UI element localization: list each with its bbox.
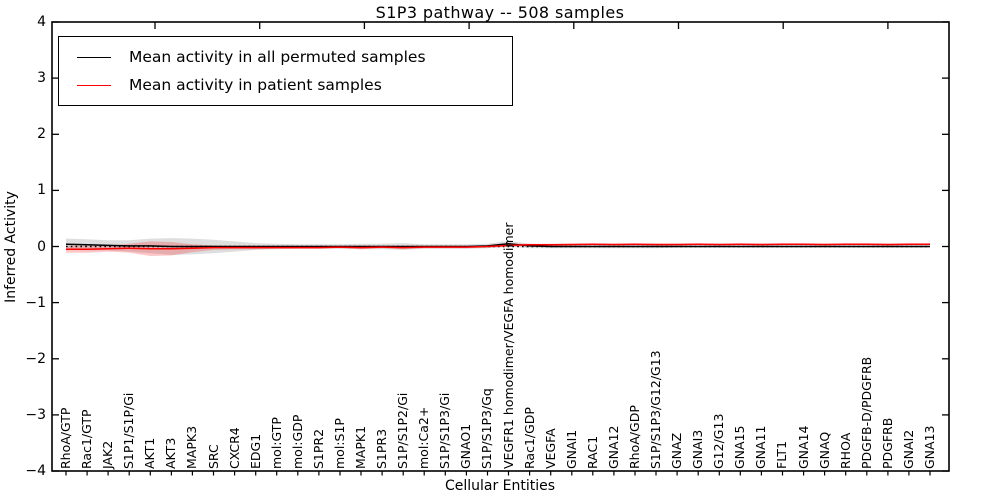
x-tick-label: CXCR4 — [226, 427, 242, 469]
x-tick-label: GNA11 — [753, 425, 769, 470]
x-axis-label: Cellular Entities — [444, 478, 556, 494]
x-tick-label: GNAI2 — [900, 429, 916, 469]
x-tick-label: mol:GTP — [268, 417, 284, 469]
x-tick-label: PDGFRB — [879, 417, 895, 469]
x-tick-label: GNA12 — [605, 425, 621, 470]
legend: Mean activity in all permuted samples Me… — [58, 36, 513, 106]
y-tick-label: 2 — [37, 126, 46, 143]
x-tick-label: S1P/S1P3/Gq — [479, 388, 495, 469]
legend-entry-permuted: Mean activity in all permuted samples — [69, 43, 502, 71]
legend-label-patient: Mean activity in patient samples — [129, 76, 382, 94]
x-tick-label: SRC — [205, 444, 221, 469]
y-tick-label: 1 — [37, 182, 46, 199]
y-tick-label: 3 — [37, 70, 46, 87]
series-line-0 — [65, 242, 930, 248]
x-tick-label: VEGFA — [542, 428, 558, 469]
x-tick-label: GNAZ — [669, 432, 685, 469]
x-tick-label: GNA15 — [732, 425, 748, 470]
x-tick-label: AKT1 — [142, 437, 158, 469]
x-tick-label: GNAI1 — [563, 429, 579, 469]
x-tick-label: RHOA — [837, 432, 853, 469]
x-tick-label: RhoA/GDP — [626, 405, 642, 469]
x-tick-label: AKT3 — [163, 437, 179, 469]
x-tick-label: S1P1/S1P/Gi — [121, 392, 137, 469]
x-tick-label: G12/G13 — [711, 413, 727, 469]
x-tick-label: EDG1 — [247, 433, 263, 469]
x-tick-label: GNAI3 — [690, 429, 706, 469]
x-tick-label: VEGFR1 homodimer/VEGFA homodimer — [500, 222, 516, 469]
y-tick-label: −2 — [25, 350, 46, 367]
x-tick-label: RhoA/GTP — [58, 407, 73, 469]
x-tick-label: mol:S1P — [331, 418, 347, 469]
series-line-1 — [66, 243, 930, 251]
y-tick-label: 4 — [37, 14, 46, 30]
x-tick-label: GNAO1 — [458, 423, 474, 469]
legend-line-permuted-icon — [77, 56, 111, 58]
y-tick-label: 0 — [37, 238, 46, 255]
x-tick-label: Rac1/GTP — [79, 409, 95, 469]
x-tick-label: S1P/S1P3/G12/G13 — [648, 350, 664, 469]
y-tick-label: −1 — [25, 294, 46, 311]
x-tick-label: Rac1/GDP — [521, 407, 537, 469]
x-tick-label: GNAQ — [816, 431, 832, 469]
x-tick-label: mol:GDP — [289, 414, 305, 469]
y-tick-label: −3 — [25, 406, 46, 423]
chart-title: S1P3 pathway -- 508 samples — [375, 3, 625, 22]
legend-label-permuted: Mean activity in all permuted samples — [129, 48, 426, 66]
legend-entry-patient: Mean activity in patient samples — [69, 71, 502, 99]
x-tick-label: S1P/S1P3/Gi — [437, 392, 453, 469]
x-tick-label: GNA14 — [795, 425, 811, 470]
y-tick-label: −4 — [25, 463, 46, 479]
x-tick-label: FLT1 — [774, 440, 790, 469]
x-tick-label: RAC1 — [584, 435, 600, 469]
legend-line-patient-icon — [77, 84, 111, 86]
x-tick-label: mol:Ca2+ — [416, 406, 432, 469]
x-tick-label: JAK2 — [100, 440, 116, 469]
x-tick-label: PDGFB-D/PDGFRB — [858, 356, 874, 469]
x-tick-label: S1PR2 — [310, 428, 326, 469]
x-tick-label: GNA13 — [922, 425, 937, 470]
x-tick-label: MAPK3 — [184, 425, 200, 469]
x-tick-label: S1P/S1P2/Gi — [395, 392, 411, 469]
x-tick-label: S1PR3 — [374, 428, 390, 469]
x-tick-label: MAPK1 — [353, 425, 369, 469]
